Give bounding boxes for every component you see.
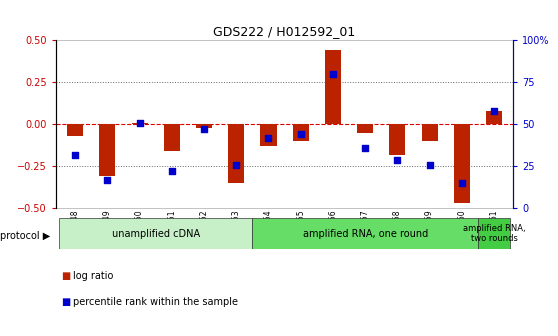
Point bbox=[264, 135, 273, 140]
Point bbox=[103, 177, 112, 182]
Bar bbox=[478, 218, 510, 249]
Text: ■: ■ bbox=[61, 297, 71, 307]
Text: amplified RNA,
two rounds: amplified RNA, two rounds bbox=[463, 224, 525, 243]
Bar bbox=[132, 123, 148, 124]
Bar bbox=[261, 124, 277, 146]
Point bbox=[296, 132, 305, 137]
Bar bbox=[99, 124, 116, 176]
Bar bbox=[59, 218, 252, 249]
Text: ■: ■ bbox=[61, 270, 71, 281]
Bar bbox=[357, 124, 373, 133]
Point bbox=[200, 127, 209, 132]
Point bbox=[425, 162, 434, 167]
Bar bbox=[389, 124, 406, 155]
Point bbox=[360, 145, 369, 151]
Bar bbox=[486, 111, 502, 124]
Point bbox=[167, 169, 176, 174]
Bar bbox=[292, 124, 309, 141]
Bar bbox=[421, 124, 437, 141]
Point bbox=[489, 108, 498, 114]
Text: unamplified cDNA: unamplified cDNA bbox=[112, 228, 200, 239]
Point bbox=[232, 162, 240, 167]
Bar bbox=[325, 50, 341, 124]
Bar bbox=[163, 124, 180, 151]
Point bbox=[458, 180, 466, 186]
Text: protocol ▶: protocol ▶ bbox=[0, 231, 50, 241]
Bar bbox=[252, 218, 478, 249]
Text: amplified RNA, one round: amplified RNA, one round bbox=[302, 228, 428, 239]
Bar bbox=[196, 124, 212, 128]
Point bbox=[329, 71, 338, 77]
Text: percentile rank within the sample: percentile rank within the sample bbox=[73, 297, 238, 307]
Text: log ratio: log ratio bbox=[73, 270, 113, 281]
Bar bbox=[228, 124, 244, 183]
Bar bbox=[454, 124, 470, 203]
Bar bbox=[67, 124, 83, 136]
Point bbox=[393, 157, 402, 162]
Point bbox=[135, 120, 144, 125]
Point bbox=[71, 152, 80, 157]
Title: GDS222 / H012592_01: GDS222 / H012592_01 bbox=[214, 25, 355, 38]
